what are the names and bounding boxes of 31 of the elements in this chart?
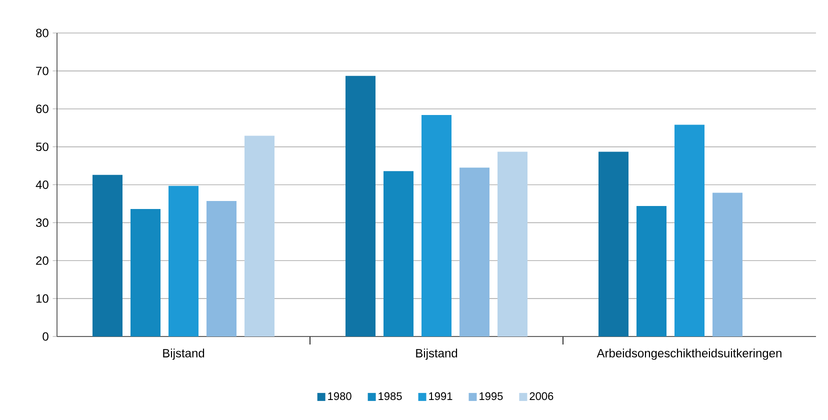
x-tick-label: Arbeidsongeschiktheidsuitkeringen: [596, 348, 782, 360]
x-tick-label: Bijstand: [416, 348, 458, 360]
bar: [130, 209, 161, 336]
bar: [384, 171, 414, 336]
bar: [422, 114, 452, 336]
bar: [168, 186, 199, 336]
bar: [460, 168, 490, 336]
bar: [598, 152, 628, 336]
legend-label: 1985: [378, 392, 402, 400]
bar: [244, 136, 275, 336]
bar: [712, 192, 742, 336]
bar: [206, 201, 237, 336]
bar: [92, 174, 123, 336]
bar: [498, 152, 528, 336]
legend-label: 1995: [480, 392, 503, 400]
y-tick-label: 70: [36, 66, 48, 76]
x-tick-label: Bijstand: [163, 348, 204, 360]
y-tick-label: 10: [36, 294, 48, 303]
legend-label: 1991: [429, 392, 452, 400]
y-tick-label: 0: [42, 332, 48, 341]
y-tick-label: 60: [36, 104, 48, 114]
legend-label: 1980: [328, 392, 352, 400]
y-tick-label: 30: [36, 218, 48, 227]
bar: [636, 206, 666, 336]
bar: [674, 124, 704, 336]
y-tick-label: 50: [36, 142, 48, 152]
y-tick-label: 80: [36, 28, 48, 38]
y-tick-label: 20: [36, 256, 48, 265]
legend-label: 2006: [530, 392, 554, 400]
bar: [346, 76, 376, 336]
y-tick-label: 40: [36, 180, 48, 189]
